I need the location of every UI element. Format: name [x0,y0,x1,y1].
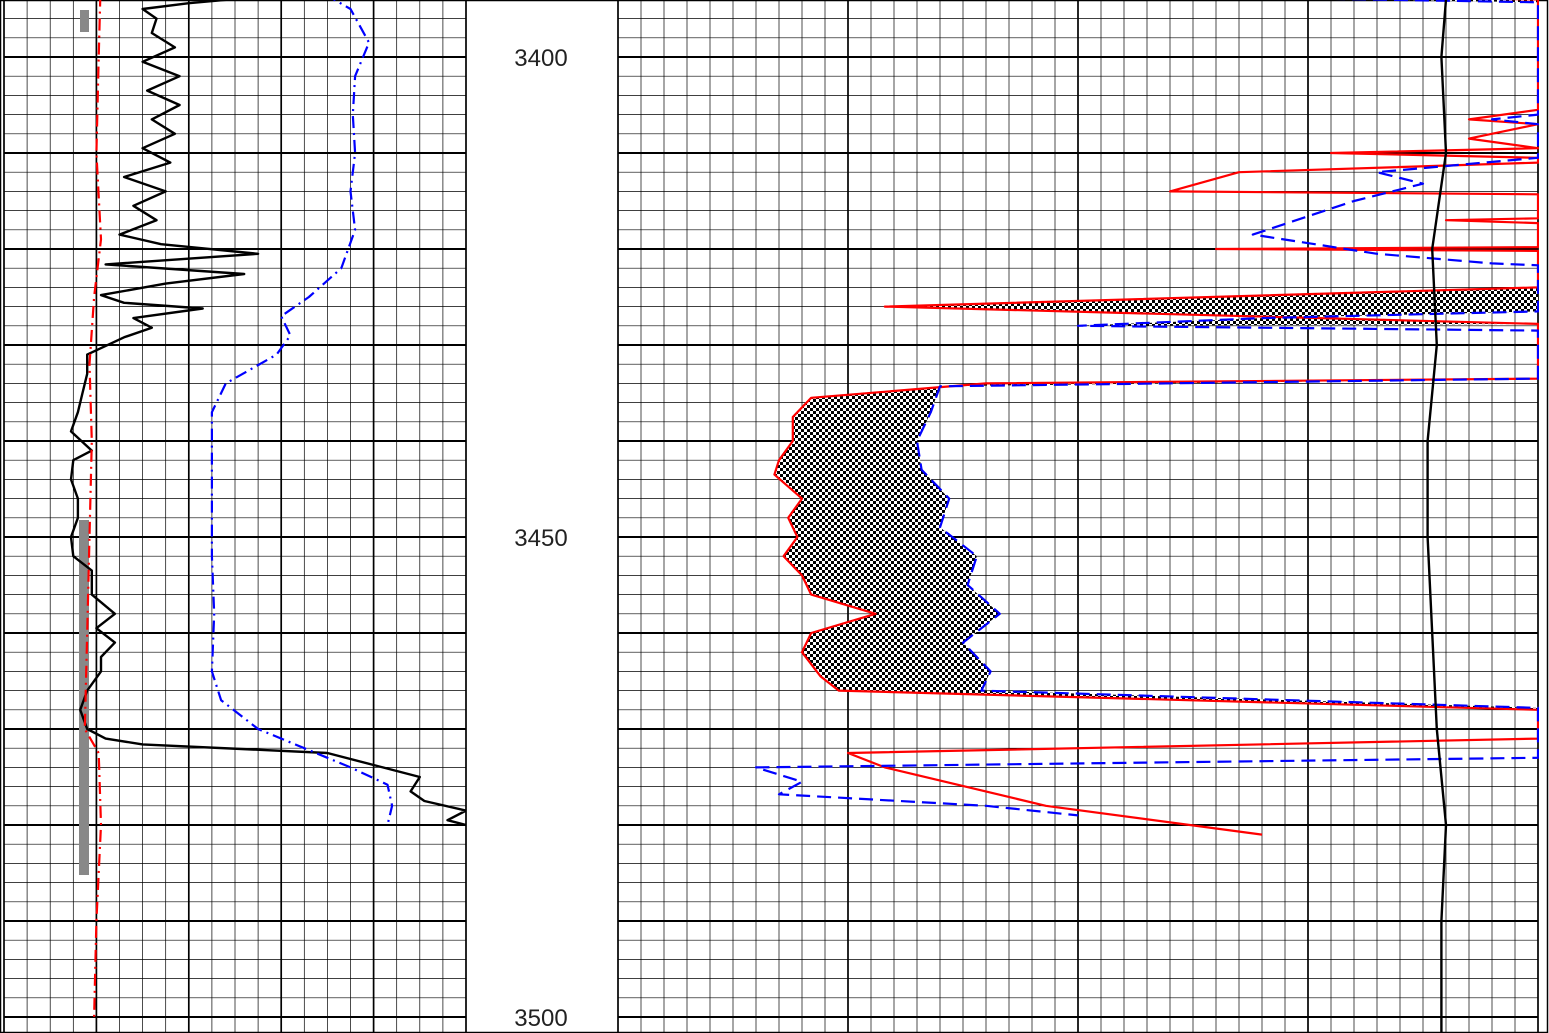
track-3-blue-curve-curve [754,0,1539,817]
depth-axis: 3400 3450 3500 [514,45,567,1032]
depth-label-3400: 3400 [514,45,567,72]
track-3-grid [617,0,1539,1033]
track-3-red-curve-curve [773,0,1539,836]
depth-label-3500: 3500 [514,1005,567,1032]
track-3-checker-fill [774,378,1538,710]
track-3-black-curve-curve [1426,0,1448,1033]
track-1-caliper-curve [83,0,103,1018]
depth-label-3450: 3450 [514,525,567,552]
track-3-checker-fill [884,287,1538,326]
track-1-gamma-curve [69,0,466,827]
track-3-curves [754,0,1539,1033]
track-1-grid [3,0,467,1033]
gamma-shade-top [80,10,89,32]
track-1-resistivity-curve [210,0,394,826]
track-1-curves [69,0,466,1018]
